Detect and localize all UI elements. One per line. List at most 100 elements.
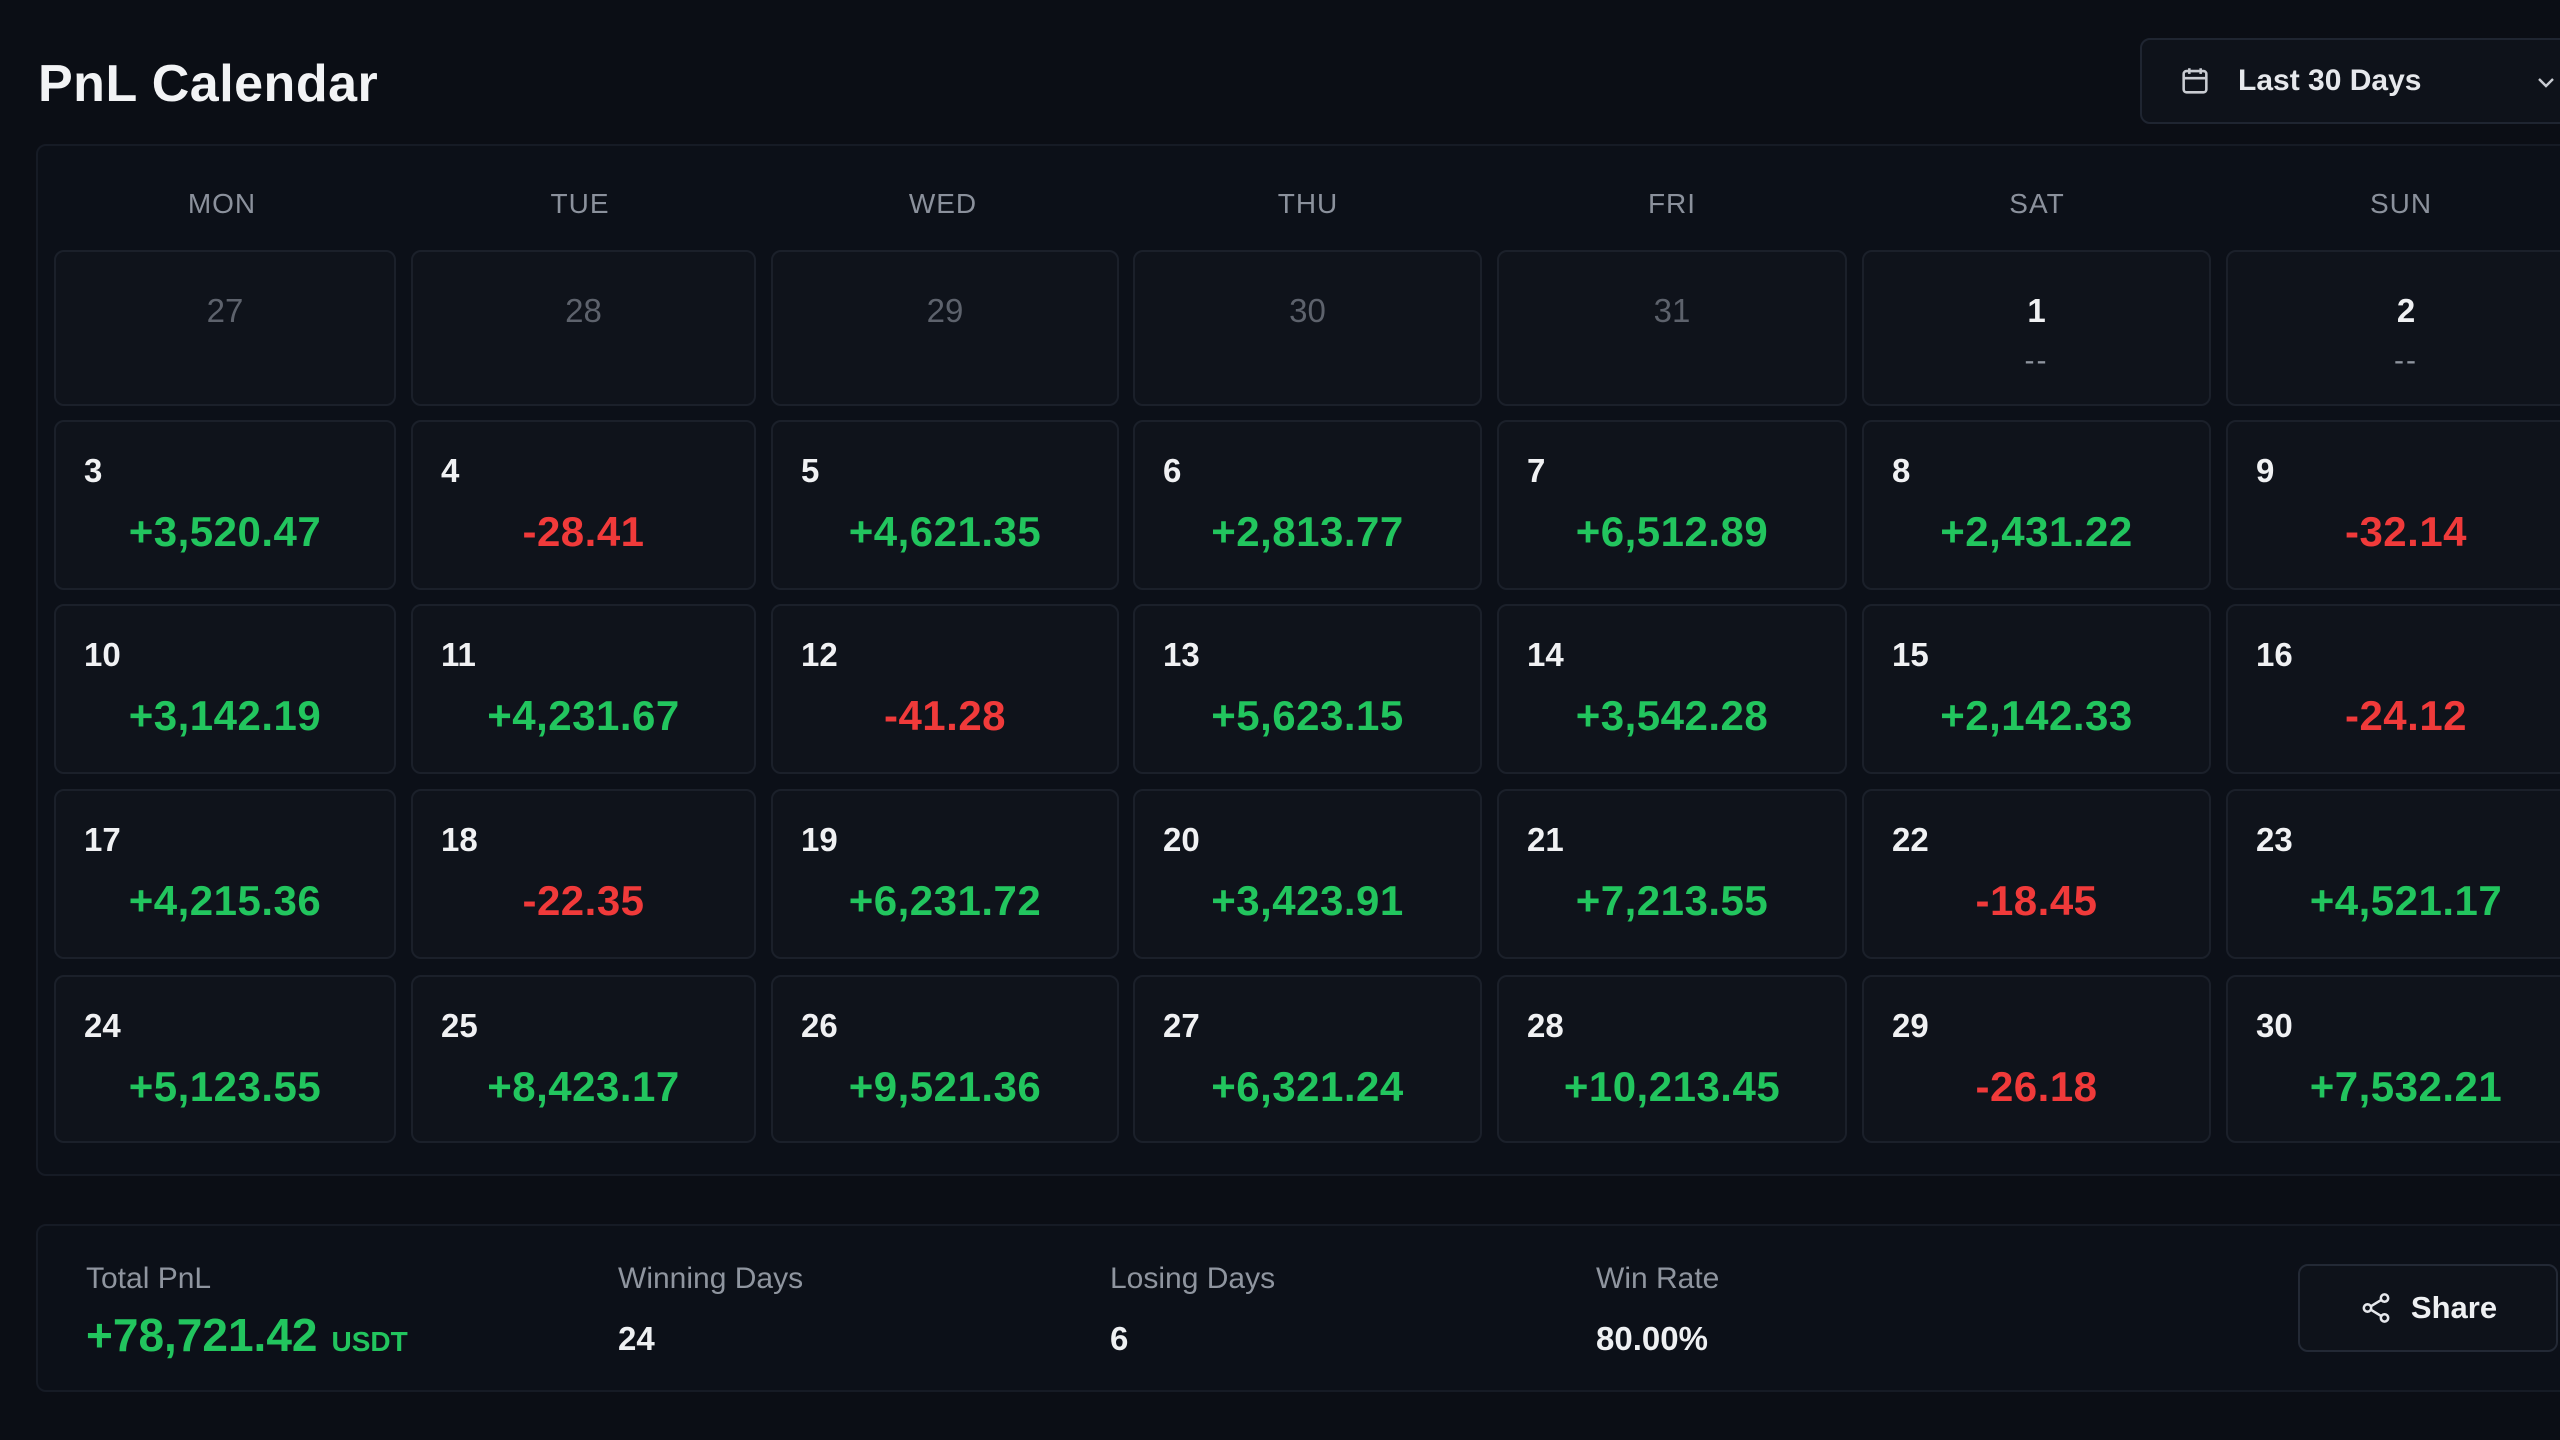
calendar-day-cell[interactable]: 10 +3,142.19 [54,604,396,774]
share-button[interactable]: Share [2298,1264,2558,1352]
calendar-day-cell[interactable]: 6 +2,813.77 [1133,420,1482,590]
calendar-day-cell: 30 [1133,250,1482,406]
calendar-day-cell[interactable]: 9 -32.14 [2226,420,2560,590]
daily-pnl-value: +3,142.19 [128,692,322,739]
day-number: 28 [1527,1007,1564,1044]
daily-pnl-value: +2,142.33 [1940,692,2133,739]
day-number: 27 [206,292,244,329]
daily-pnl-value: -22.35 [522,877,645,924]
calendar-day-cell[interactable]: 16 -24.12 [2226,604,2560,774]
calendar-day-cell[interactable]: 19 +6,231.72 [771,789,1119,959]
calendar-day-cell[interactable]: 24 +5,123.55 [54,975,396,1143]
calendar-day-cell[interactable]: 18 -22.35 [411,789,756,959]
total-pnl-value-row: +78,721.42 USDT [86,1308,408,1362]
calendar-day-cell[interactable]: 17 +4,215.36 [54,789,396,959]
daily-pnl-value: +5,623.15 [1211,692,1404,739]
daily-pnl-value: +6,512.89 [1575,508,1769,555]
chevron-down-icon [2534,70,2558,94]
losing-days-value: 6 [1110,1320,1129,1357]
no-data-placeholder: -- [2394,344,2418,377]
day-number: 12 [801,636,838,673]
weekday-header: WED [908,188,978,219]
daily-pnl-value: +6,321.24 [1211,1063,1404,1110]
day-number: 20 [1163,821,1200,858]
day-number: 19 [801,821,838,858]
daily-pnl-value: +3,542.28 [1575,692,1769,739]
day-number: 30 [1289,292,1326,329]
day-number: 5 [801,452,820,489]
win-rate-label: Win Rate [1596,1262,1720,1295]
daily-pnl-value: +7,213.55 [1575,877,1769,924]
no-data-placeholder: -- [2024,344,2049,377]
day-number: 31 [1653,292,1691,329]
daily-pnl-value: +5,123.55 [128,1063,322,1110]
daily-pnl-value: +9,521.36 [848,1063,1042,1110]
daily-pnl-value: +4,231.67 [487,692,680,739]
pnl-summary-bar: Total PnL +78,721.42 USDT Winning Days 24… [36,1224,2560,1392]
calendar-day-cell[interactable]: 11 +4,231.67 [411,604,756,774]
day-number: 4 [441,452,460,489]
daily-pnl-value: +4,521.17 [2309,877,2503,924]
calendar-icon [2178,64,2212,98]
calendar-day-cell[interactable]: 26 +9,521.36 [771,975,1119,1143]
daily-pnl-value: -28.41 [522,508,645,555]
daily-pnl-value: +3,520.47 [128,508,322,555]
daily-pnl-value: +3,423.91 [1211,877,1404,924]
calendar-day-cell[interactable]: 22 -18.45 [1862,789,2211,959]
daily-pnl-value: +7,532.21 [2309,1063,2503,1110]
calendar-day-cell[interactable]: 5 +4,621.35 [771,420,1119,590]
daily-pnl-value: +6,231.72 [848,877,1042,924]
total-pnl-label: Total PnL [86,1262,212,1295]
day-number: 1 [2027,292,2046,329]
calendar-day-cell: 31 [1497,250,1847,406]
calendar-day-cell[interactable]: 12 -41.28 [771,604,1119,774]
calendar-day-cell[interactable]: 8 +2,431.22 [1862,420,2211,590]
calendar-day-cell[interactable]: 28 +10,213.45 [1497,975,1847,1143]
calendar-day-cell[interactable]: 30 +7,532.21 [2226,975,2560,1143]
daily-pnl-value: -41.28 [883,692,1007,739]
calendar-day-cell[interactable]: 13 +5,623.15 [1133,604,1482,774]
daily-pnl-value: -32.14 [2344,508,2468,555]
calendar-day-cell[interactable]: 14 +3,542.28 [1497,604,1847,774]
day-number: 8 [1892,452,1911,489]
calendar-day-cell[interactable]: 25 +8,423.17 [411,975,756,1143]
calendar-grid: MON TUE WED THU FRI SAT SUN 27 28 29 30 31 1 -- 2 -- 3 +3… [36,144,2560,1176]
win-rate-value: 80.00% [1596,1320,1708,1357]
daily-pnl-value: +4,621.35 [848,508,1042,555]
day-number: 25 [441,1007,478,1044]
calendar-day-cell[interactable]: 23 +4,521.17 [2226,789,2560,959]
date-range-select[interactable]: Last 30 Days [2140,38,2560,124]
day-number: 24 [84,1007,121,1044]
total-pnl-value: +78,721.42 [86,1309,318,1361]
calendar-day-cell[interactable]: 3 +3,520.47 [54,420,396,590]
calendar-day-cell[interactable]: 21 +7,213.55 [1497,789,1847,959]
date-range-label: Last 30 Days [2238,64,2422,97]
calendar-day-cell[interactable]: 7 +6,512.89 [1497,420,1847,590]
winning-days-stat: Winning Days 24 [618,1262,803,1358]
calendar-day-cell[interactable]: 29 -26.18 [1862,975,2211,1143]
day-number: 14 [1527,636,1564,673]
day-number: 7 [1527,452,1546,489]
day-number: 3 [84,452,103,489]
day-number: 21 [1527,821,1564,858]
calendar-day-cell[interactable]: 4 -28.41 [411,420,756,590]
weekday-header: SUN [2369,188,2433,219]
calendar-day-cell[interactable]: 1 -- [1862,250,2211,406]
losing-days-label: Losing Days [1110,1262,1276,1295]
daily-pnl-value: +2,431.22 [1940,508,2133,555]
calendar-day-cell[interactable]: 20 +3,423.91 [1133,789,1482,959]
calendar-day-cell[interactable]: 2 -- [2226,250,2560,406]
day-number: 29 [926,292,964,329]
weekday-header: SAT [2009,188,2065,219]
day-number: 10 [84,636,121,673]
day-number: 29 [1892,1007,1929,1044]
daily-pnl-value: -24.12 [2344,692,2468,739]
daily-pnl-value: +10,213.45 [1563,1063,1781,1110]
calendar-day-cell[interactable]: 27 +6,321.24 [1133,975,1482,1143]
daily-pnl-value: +4,215.36 [128,877,322,924]
daily-pnl-value: +2,813.77 [1211,508,1404,555]
daily-pnl-value: +8,423.17 [487,1063,680,1110]
daily-pnl-value: -26.18 [1975,1063,2098,1110]
calendar-day-cell[interactable]: 15 +2,142.33 [1862,604,2211,774]
